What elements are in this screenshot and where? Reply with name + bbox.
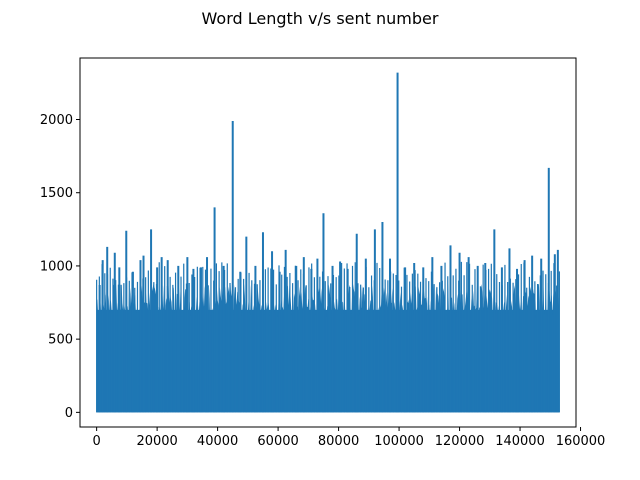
y-tick-label: 1500	[40, 186, 73, 201]
x-tick-label: 40000	[197, 434, 238, 449]
x-tick-label: 0	[92, 434, 100, 449]
plot-area	[96, 72, 560, 413]
y-tick-label: 1000	[40, 259, 73, 274]
x-tick-label: 160000	[556, 434, 606, 449]
x-tick-label: 60000	[257, 434, 298, 449]
axes: 0 20000 40000 60000 80000 100000 120000 140000 1…	[40, 57, 606, 449]
x-tick-label: 80000	[318, 434, 359, 449]
x-tick-label: 120000	[435, 434, 485, 449]
x-tick-label: 20000	[136, 434, 177, 449]
chart-title: Word Length v/s sent number	[202, 9, 439, 28]
x-tick-label: 140000	[495, 434, 545, 449]
y-tick-label: 500	[48, 333, 73, 348]
y-tick-label: 2000	[40, 113, 73, 128]
series-word-length	[96, 72, 560, 413]
axes-frame	[79, 57, 577, 428]
x-tick-label: 100000	[374, 434, 424, 449]
y-tick-label: 0	[65, 406, 73, 421]
